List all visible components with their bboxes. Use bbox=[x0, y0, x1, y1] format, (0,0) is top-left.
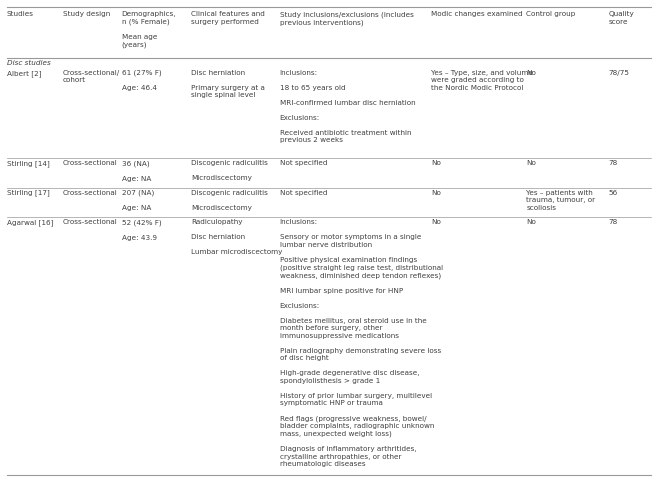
Text: Disc herniation

Primary surgery at a
single spinal level: Disc herniation Primary surgery at a sin… bbox=[191, 70, 265, 98]
Text: No: No bbox=[431, 160, 441, 166]
Text: Study inclusions/exclusions (includes
previous interventions): Study inclusions/exclusions (includes pr… bbox=[280, 11, 413, 25]
Text: Yes – Type, size, and volume
were graded according to
the Nordic Modic Protocol: Yes – Type, size, and volume were graded… bbox=[431, 70, 533, 91]
Text: Discogenic radiculitis

Microdiscectomy: Discogenic radiculitis Microdiscectomy bbox=[191, 160, 268, 181]
Text: Not specified: Not specified bbox=[280, 160, 327, 166]
Text: 207 (NA)

Age: NA: 207 (NA) Age: NA bbox=[122, 190, 154, 211]
Text: No: No bbox=[431, 190, 441, 195]
Text: 61 (27% F)

Age: 46.4: 61 (27% F) Age: 46.4 bbox=[122, 70, 161, 92]
Text: 36 (NA)

Age: NA: 36 (NA) Age: NA bbox=[122, 160, 151, 181]
Text: Demographics,
n (% Female)

Mean age
(years): Demographics, n (% Female) Mean age (yea… bbox=[122, 11, 176, 48]
Text: No: No bbox=[526, 160, 536, 166]
Text: 52 (42% F)

Age: 43.9: 52 (42% F) Age: 43.9 bbox=[122, 219, 161, 240]
Text: 78: 78 bbox=[609, 160, 618, 166]
Text: 56: 56 bbox=[609, 190, 618, 195]
Text: Inclusions:

18 to 65 years old

MRI-confirmed lumbar disc herniation

Exclusion: Inclusions: 18 to 65 years old MRI-confi… bbox=[280, 70, 415, 144]
Text: Disc studies: Disc studies bbox=[7, 60, 50, 66]
Text: Control group: Control group bbox=[526, 11, 576, 17]
Text: Cross-sectional: Cross-sectional bbox=[63, 219, 117, 225]
Text: Radiculopathy

Disc herniation

Lumbar microdiscectomy: Radiculopathy Disc herniation Lumbar mic… bbox=[191, 219, 282, 255]
Text: No: No bbox=[526, 70, 536, 76]
Text: Cross-sectional/
cohort: Cross-sectional/ cohort bbox=[63, 70, 120, 84]
Text: Modic changes examined: Modic changes examined bbox=[431, 11, 522, 17]
Text: Cross-sectional: Cross-sectional bbox=[63, 190, 117, 195]
Text: Albert [2]: Albert [2] bbox=[7, 70, 41, 77]
Text: Clinical features and
surgery performed: Clinical features and surgery performed bbox=[191, 11, 265, 24]
Text: Not specified: Not specified bbox=[280, 190, 327, 195]
Text: 78: 78 bbox=[609, 219, 618, 225]
Text: Cross-sectional: Cross-sectional bbox=[63, 160, 117, 166]
Text: Studies: Studies bbox=[7, 11, 34, 17]
Text: Discogenic radiculitis

Microdiscectomy: Discogenic radiculitis Microdiscectomy bbox=[191, 190, 268, 211]
Text: No: No bbox=[526, 219, 536, 225]
Text: Quality
score: Quality score bbox=[609, 11, 634, 24]
Text: 78/75: 78/75 bbox=[609, 70, 630, 76]
Text: Stirling [14]: Stirling [14] bbox=[7, 160, 49, 167]
Text: Study design: Study design bbox=[63, 11, 110, 17]
Text: Stirling [17]: Stirling [17] bbox=[7, 190, 49, 196]
Text: Yes – patients with
trauma, tumour, or
scoliosis: Yes – patients with trauma, tumour, or s… bbox=[526, 190, 595, 211]
Text: Agarwal [16]: Agarwal [16] bbox=[7, 219, 53, 226]
Text: Inclusions:

Sensory or motor symptoms in a single
lumbar nerve distribution

Po: Inclusions: Sensory or motor symptoms in… bbox=[280, 219, 443, 467]
Text: No: No bbox=[431, 219, 441, 225]
